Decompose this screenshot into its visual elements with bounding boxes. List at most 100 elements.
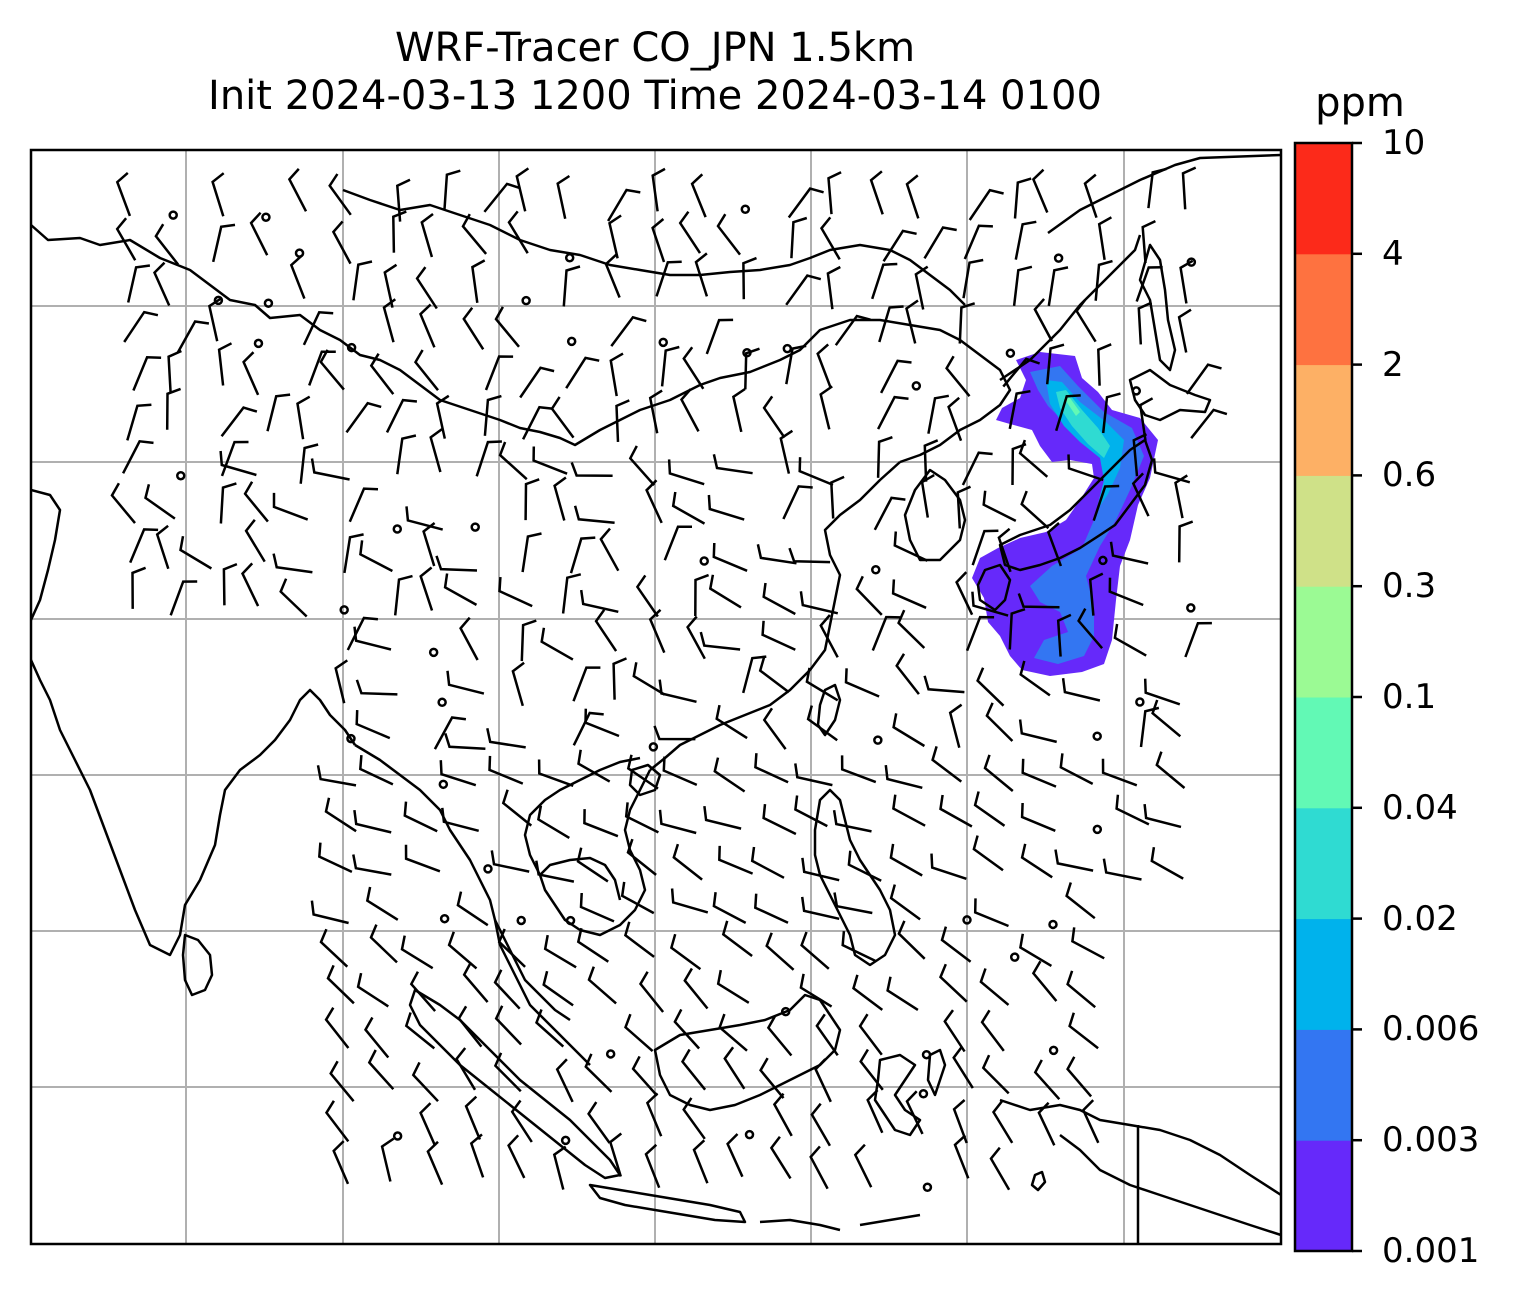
wind-barb [884, 764, 923, 790]
wind-barb [923, 439, 939, 482]
wind-barb [604, 253, 621, 298]
wind-barb [266, 393, 291, 432]
colorbar-tick-label: 0.04 [1382, 787, 1458, 828]
wind-barb [1109, 541, 1149, 565]
wind-barb [1021, 758, 1057, 788]
wind-barb [645, 479, 663, 524]
wind-barb [441, 807, 480, 833]
coastline-japan-kyushu [976, 563, 1012, 612]
wind-barb [1108, 577, 1144, 607]
wind-barb [359, 540, 393, 573]
wind-barb [155, 524, 170, 570]
wind-barb [535, 860, 575, 883]
wind-barb [515, 167, 530, 212]
wind-barb [889, 884, 921, 921]
calm-wind-marker [392, 524, 403, 534]
wind-barb [852, 974, 884, 1011]
wind-barb [1071, 927, 1105, 960]
wind-barb [110, 482, 136, 524]
wind-barb [1019, 660, 1051, 697]
wind-barb [179, 535, 213, 570]
wind-barb [1031, 168, 1049, 213]
wind-barb [762, 582, 796, 616]
calm-wind-marker [1186, 603, 1196, 613]
wind-barb [1088, 572, 1104, 616]
calm-wind-marker [176, 470, 186, 481]
wind-barb [419, 566, 434, 611]
wind-barb [484, 355, 514, 391]
wind-barb [219, 450, 257, 477]
wind-barb [1013, 177, 1032, 219]
wind-barb [483, 394, 502, 436]
calm-wind-marker [470, 522, 480, 532]
coastline-russia-east [1047, 153, 1281, 235]
coastline-srilanka [181, 933, 214, 997]
wind-barb [624, 1013, 654, 1053]
wind-barb [556, 174, 571, 220]
wind-barb [569, 536, 596, 574]
wind-barb [920, 474, 935, 518]
wind-barb [411, 1061, 439, 1103]
wind-barb [498, 577, 533, 608]
wind-barb [461, 213, 488, 255]
wind-barb [167, 349, 182, 393]
wind-barb [608, 1132, 623, 1177]
wind-barb [121, 439, 154, 474]
wind-barb [1185, 363, 1222, 395]
wind-barb [626, 754, 659, 790]
wind-barb [576, 847, 609, 883]
wind-barb [976, 667, 1005, 707]
wind-barb [1008, 389, 1031, 430]
wind-barb [419, 1102, 437, 1147]
coastlines [31, 153, 1281, 1244]
wind-barb [794, 795, 828, 828]
wind-barb [879, 359, 912, 394]
wind-barb [126, 264, 151, 303]
wind-barb [537, 805, 570, 839]
wind-barb [211, 223, 236, 263]
wind-barb [435, 555, 478, 572]
wind-barb [1018, 719, 1057, 744]
coastline-new-guinea [999, 1098, 1281, 1237]
calm-wind-marker [566, 336, 577, 347]
wind-barb [154, 223, 180, 266]
wind-barb [462, 306, 485, 350]
wind-barb [422, 522, 436, 567]
wind-barb [521, 405, 554, 440]
wind-barb [576, 927, 609, 963]
wind-barb [393, 574, 413, 616]
wind-barb [1033, 1059, 1061, 1101]
calm-wind-marker [648, 742, 659, 752]
wind-barb [444, 733, 486, 751]
wind-barb [626, 838, 657, 876]
wind-barb [1037, 1101, 1056, 1146]
wind-barb [1147, 167, 1167, 209]
wind-barb [892, 713, 926, 748]
wind-barb [692, 1139, 709, 1184]
wind-barb [638, 971, 665, 1013]
wind-barb [859, 1048, 884, 1091]
calm-wind-marker [521, 295, 531, 306]
calm-wind-marker [922, 1182, 933, 1192]
wind-barb [348, 487, 379, 523]
wind-barb [707, 494, 745, 521]
wind-barb [329, 1060, 355, 1102]
wind-barb [832, 810, 872, 833]
wind-barb [628, 445, 656, 487]
wind-barb [310, 458, 350, 481]
wind-barb [905, 1090, 924, 1135]
wind-barb [494, 1005, 523, 1046]
wind-barb [1065, 882, 1096, 920]
wind-barb [115, 217, 137, 261]
wind-barb [876, 436, 893, 478]
calm-wind-marker [658, 337, 668, 348]
wind-barb [272, 492, 309, 521]
calm-wind-marker [516, 915, 526, 926]
wind-barb [345, 401, 382, 434]
wind-barb [989, 1146, 1011, 1191]
coastline-malay-peninsula [493, 919, 571, 1022]
wind-barb [667, 459, 705, 486]
wind-barb [798, 457, 834, 487]
wind-barb [713, 757, 746, 793]
wind-barb [612, 657, 627, 700]
